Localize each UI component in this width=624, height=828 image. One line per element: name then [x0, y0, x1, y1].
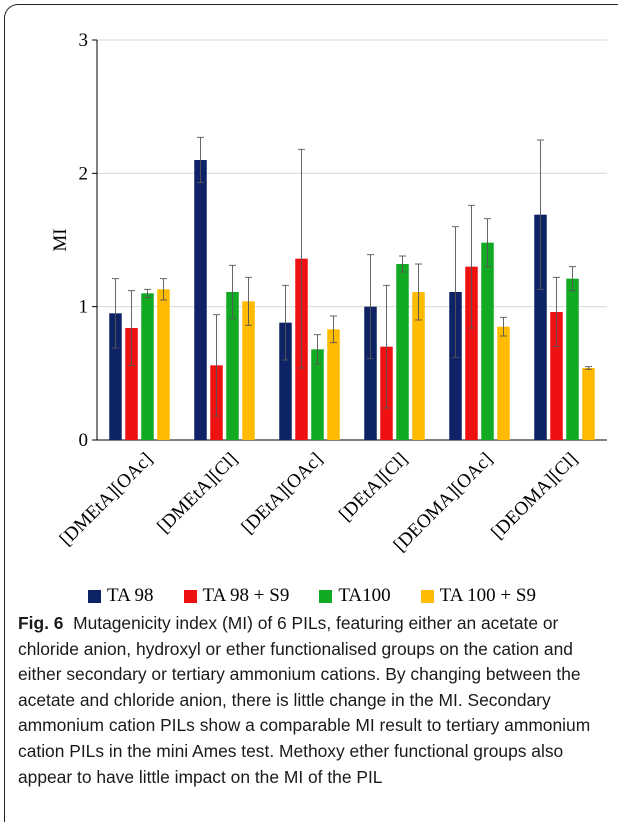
legend-swatch [319, 589, 333, 603]
y-tick-label: 0 [79, 430, 89, 451]
legend-item-ta100-s9: TA 100 + S9 [420, 585, 536, 607]
legend-item-ta98: TA 98 [88, 585, 154, 607]
legend-item-ta98-s9: TA 98 + S9 [183, 585, 290, 607]
bar [449, 292, 462, 440]
legend-swatch [183, 589, 197, 603]
chart-legend: TA 98 TA 98 + S9 TA100 TA 100 + S9 [0, 582, 624, 610]
y-axis-label: MI [50, 228, 71, 251]
bar [157, 289, 170, 440]
caption-label: Fig. 6 [18, 613, 64, 633]
legend-label: TA 100 + S9 [439, 585, 536, 606]
x-tick-label: [DMEtA][Cl] [153, 449, 242, 538]
bar [465, 266, 478, 440]
x-tick-label: [DMEtA][OAc] [56, 449, 157, 550]
bar [109, 313, 122, 440]
bar [534, 214, 547, 440]
x-tick-label: [DEtA][Cl] [335, 449, 412, 526]
bar-chart: 0 1 2 3 MI [DMEtA][OAc][DMEtA][Cl][DEtA][OAc]… [50, 30, 607, 556]
legend-label: TA 98 + S9 [202, 585, 290, 606]
bar [311, 349, 324, 440]
bar [412, 292, 425, 440]
legend-item-ta100: TA100 [319, 585, 391, 607]
x-tick-label: [DEOMA][Cl] [487, 449, 582, 544]
legend-label: TA100 [338, 585, 391, 606]
bar [364, 306, 377, 440]
caption-text: Mutagenicity index (MI) of 6 PILs, featu… [18, 613, 591, 787]
bar [242, 301, 255, 440]
bar [226, 292, 239, 440]
bar [327, 329, 340, 440]
bar [125, 328, 138, 440]
legend-swatch [420, 589, 434, 603]
bar [141, 293, 154, 440]
legend-swatch [88, 589, 102, 603]
figure-frame [4, 4, 618, 822]
figure-caption: Fig. 6 Mutagenicity index (MI) of 6 PILs… [18, 611, 616, 790]
y-tick-label: 1 [79, 297, 89, 318]
bar [550, 312, 563, 440]
y-tick-label: 3 [79, 30, 89, 51]
legend-label: TA 98 [107, 585, 154, 606]
bar [279, 322, 292, 440]
bar [481, 242, 494, 440]
x-tick-label: [DEtA][OAc] [238, 449, 327, 538]
y-tick-label: 2 [79, 163, 89, 184]
bar [566, 278, 579, 440]
bar [497, 326, 510, 440]
bar [582, 368, 595, 440]
bar [396, 264, 409, 440]
bar [194, 160, 207, 440]
